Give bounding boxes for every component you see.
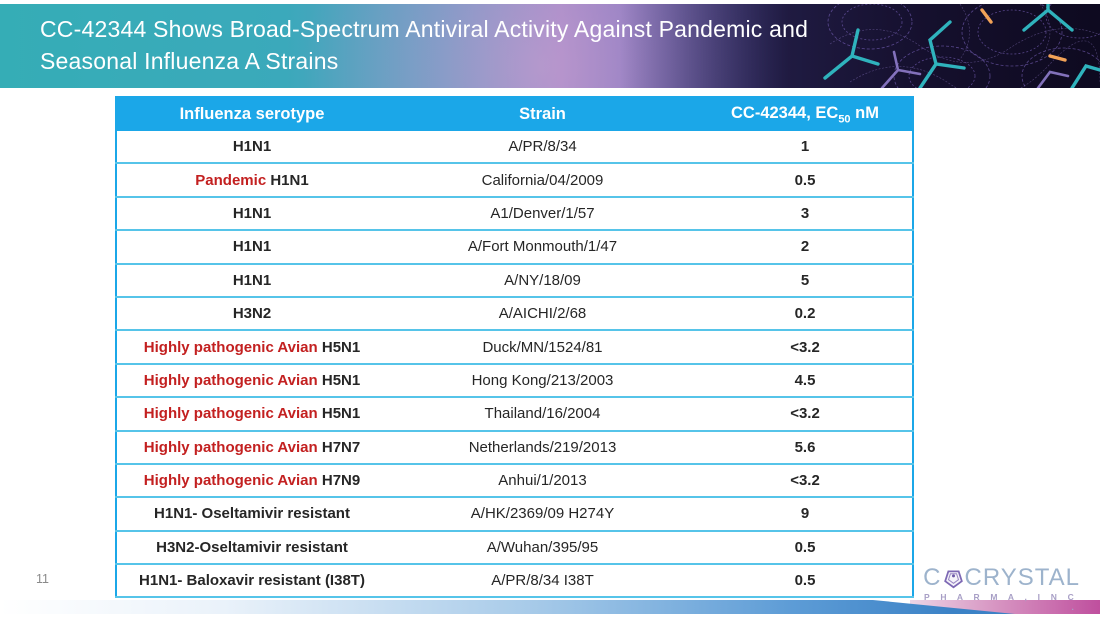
serotype-cell: H3N2 <box>116 296 387 332</box>
serotype-cell: Highly pathogenic Avian H7N9 <box>116 463 387 499</box>
serotype-cell: H1N1- Baloxavir resistant (I38T) <box>116 564 387 599</box>
serotype-cell: H3N2-Oseltamivir resistant <box>116 530 387 566</box>
logo-tagline: P H A R M A , I N C . <box>924 592 1078 612</box>
logo-text-crystal: CRYSTAL <box>964 564 1080 591</box>
ec50-value-cell: 3 <box>698 196 913 232</box>
logo-text-c: C <box>923 564 942 591</box>
table-header-row: Influenza serotype Strain CC-42344, EC50… <box>116 97 913 131</box>
footer-band-blue <box>0 600 1015 614</box>
strain-cell: A/AICHI/2/68 <box>387 296 698 332</box>
serotype-cell: Highly pathogenic Avian H7N7 <box>116 430 387 465</box>
strain-cell: A/NY/18/09 <box>387 263 698 298</box>
serotype-text: H1N1 <box>232 138 272 156</box>
serotype-text: H3N2-Oseltamivir resistant <box>156 538 348 556</box>
serotype-cell: H1N1 <box>116 131 387 165</box>
slide-title-line1: CC-42344 Shows Broad-Spectrum Antiviral … <box>40 16 809 42</box>
table-body: H1N1 A/PR/8/34 1 Pandemic H1N1 Californi… <box>116 131 913 599</box>
ec50-value-cell: 9 <box>698 497 913 532</box>
page-number: 11 <box>36 572 49 586</box>
ec50-value-cell: 0.5 <box>698 530 913 566</box>
ec50-value-cell: <3.2 <box>698 330 913 365</box>
serotype-highlight-text: Pandemic <box>195 171 267 189</box>
ec50-value-cell: 0.5 <box>698 564 913 599</box>
serotype-text: H7N7 <box>317 438 361 456</box>
cocrystal-logo: C CRYSTAL P H A R M A , I N C . <box>920 566 1080 613</box>
table-row: H1N1 A/PR/8/34 1 <box>116 131 913 165</box>
serotype-text: H1N1- Oseltamivir resistant <box>154 505 350 523</box>
serotype-text: H5N1 <box>317 371 361 389</box>
strain-cell: Netherlands/219/2013 <box>387 430 698 465</box>
serotype-highlight-text: Highly pathogenic Avian <box>143 371 318 389</box>
strain-cell: A/HK/2369/09 H274Y <box>387 497 698 532</box>
serotype-highlight-text: Highly pathogenic Avian <box>143 472 318 490</box>
serotype-text: H5N1 <box>317 405 361 423</box>
serotype-text: H1N1 <box>232 204 272 222</box>
serotype-text: H1N1 <box>232 271 272 289</box>
serotype-text: H3N2 <box>232 305 272 323</box>
crystal-pentagon-icon <box>943 570 963 588</box>
serotype-text: H5N1 <box>317 338 361 356</box>
serotype-text: H1N1- Baloxavir resistant (I38T) <box>139 572 365 590</box>
serotype-cell: Highly pathogenic Avian H5N1 <box>116 363 387 399</box>
serotype-cell: Highly pathogenic Avian H5N1 <box>116 397 387 432</box>
serotype-highlight-text: Highly pathogenic Avian <box>143 438 318 456</box>
ec50-value-cell: 0.2 <box>698 296 913 332</box>
serotype-cell: H1N1- Oseltamivir resistant <box>116 497 387 532</box>
table-row: Highly pathogenic Avian H5N1 Thailand/16… <box>116 397 913 432</box>
serotype-cell: Pandemic H1N1 <box>116 163 387 198</box>
serotype-highlight-text: Highly pathogenic Avian <box>143 338 318 356</box>
footer-gradient-band <box>0 600 1100 614</box>
strain-cell: California/04/2009 <box>387 163 698 198</box>
table-row: H1N1 A/NY/18/09 5 <box>116 263 913 298</box>
slide-title: CC-42344 Shows Broad-Spectrum Antiviral … <box>40 14 940 77</box>
slide-title-line2: Seasonal Influenza A Strains <box>40 47 339 74</box>
ec50-value-cell: 0.5 <box>698 163 913 198</box>
ec50-value-cell: 1 <box>698 131 913 165</box>
table-row: Highly pathogenic Avian H5N1 Hong Kong/2… <box>116 363 913 399</box>
serotype-text: H1N1 <box>266 171 309 189</box>
table-row: H1N1- Baloxavir resistant (I38T) A/PR/8/… <box>116 564 913 599</box>
ec50-value-cell: 5.6 <box>698 430 913 465</box>
table-row: Highly pathogenic Avian H7N9 Anhui/1/201… <box>116 463 913 499</box>
table-row: Highly pathogenic Avian H7N7 Netherlands… <box>116 430 913 465</box>
ec50-value-cell: <3.2 <box>698 463 913 499</box>
ec50-value-cell: <3.2 <box>698 397 913 432</box>
table-row: Pandemic H1N1 California/04/2009 0.5 <box>116 163 913 198</box>
strain-cell: A/Fort Monmouth/1/47 <box>387 230 698 265</box>
ec50-value-cell: 4.5 <box>698 363 913 399</box>
strain-cell: Anhui/1/2013 <box>387 463 698 499</box>
ec50-value-cell: 2 <box>698 230 913 265</box>
strain-cell: A/PR/8/34 <box>387 131 698 165</box>
table-row: H1N1 A1/Denver/1/57 3 <box>116 196 913 232</box>
antiviral-activity-table: Influenza serotype Strain CC-42344, EC50… <box>115 96 914 599</box>
molecule-mesh-decoration <box>620 4 1100 88</box>
header-strain: Strain <box>387 97 698 131</box>
table-row: H3N2 A/AICHI/2/68 0.2 <box>116 296 913 332</box>
table-row: H1N1- Oseltamivir resistant A/HK/2369/09… <box>116 497 913 532</box>
table-row: Highly pathogenic Avian H5N1 Duck/MN/152… <box>116 330 913 365</box>
serotype-cell: H1N1 <box>116 263 387 298</box>
serotype-highlight-text: Highly pathogenic Avian <box>143 405 318 423</box>
serotype-cell: H1N1 <box>116 196 387 232</box>
serotype-cell: H1N1 <box>116 230 387 265</box>
table-row: H3N2-Oseltamivir resistant A/Wuhan/395/9… <box>116 530 913 566</box>
table-row: H1N1 A/Fort Monmouth/1/47 2 <box>116 230 913 265</box>
serotype-cell: Highly pathogenic Avian H5N1 <box>116 330 387 365</box>
strain-cell: A/PR/8/34 I38T <box>387 564 698 599</box>
serotype-text: H7N9 <box>317 472 361 490</box>
strain-cell: Duck/MN/1524/81 <box>387 330 698 365</box>
serotype-text: H1N1 <box>232 238 272 256</box>
strain-cell: Thailand/16/2004 <box>387 397 698 432</box>
strain-cell: A/Wuhan/395/95 <box>387 530 698 566</box>
strain-cell: A1/Denver/1/57 <box>387 196 698 232</box>
title-banner: CC-42344 Shows Broad-Spectrum Antiviral … <box>0 4 1100 88</box>
ec50-value-cell: 5 <box>698 263 913 298</box>
header-influenza-serotype: Influenza serotype <box>116 97 387 131</box>
cocrystal-logo-name: C CRYSTAL <box>920 566 1080 590</box>
strain-cell: Hong Kong/213/2003 <box>387 363 698 399</box>
header-ec50: CC-42344, EC50 nM <box>698 97 913 131</box>
